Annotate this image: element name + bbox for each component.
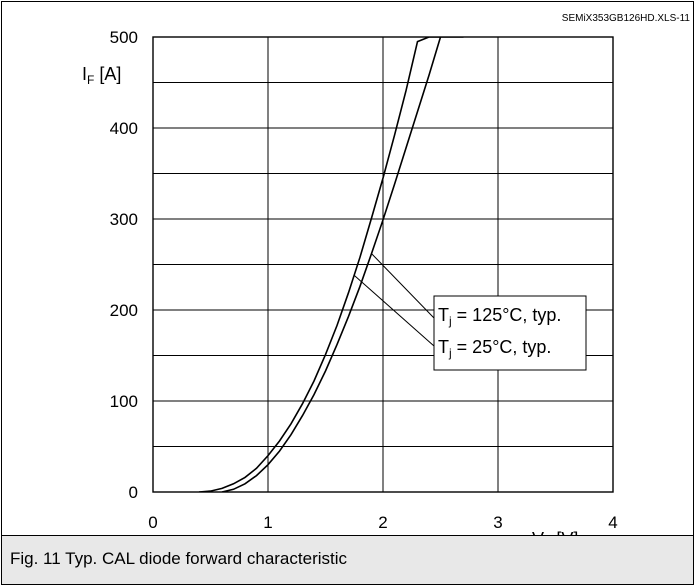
legend: Tj = 125°C, typ.Tj = 25°C, typ. xyxy=(353,253,587,371)
y-tick-label: 200 xyxy=(110,301,138,320)
legend-label-125c: Tj = 125°C, typ. xyxy=(438,305,561,328)
y-tick-label: 300 xyxy=(110,210,138,229)
legend-label-125c-sub: j xyxy=(448,314,452,328)
x-tick-label: 4 xyxy=(608,513,617,532)
y-tick-label: 100 xyxy=(110,392,138,411)
legend-label-25c-sub: j xyxy=(448,346,452,360)
y-axis-label-sub: F xyxy=(87,73,94,87)
x-tick-label: 3 xyxy=(493,513,502,532)
curves xyxy=(198,37,464,492)
y-axis-label-main: I xyxy=(82,64,87,84)
legend-label-25c-rest: = 25°C, typ. xyxy=(452,337,552,357)
series-line-25c xyxy=(198,37,441,492)
legend-box xyxy=(433,295,587,371)
y-axis-label: IF [A] xyxy=(82,64,121,87)
x-tick-label: 0 xyxy=(148,513,157,532)
legend-label-125c-main: T xyxy=(438,305,449,325)
legend-label-25c: Tj = 25°C, typ. xyxy=(438,337,551,360)
y-axis-label-unit: [A] xyxy=(94,64,121,84)
grid xyxy=(153,37,613,492)
y-tick-label: 400 xyxy=(110,119,138,138)
x-tick-label: 2 xyxy=(378,513,387,532)
figure-caption: Fig. 11 Typ. CAL diode forward character… xyxy=(10,549,348,568)
legend-label-125c-rest: = 125°C, typ. xyxy=(452,305,562,325)
y-tick-label: 500 xyxy=(110,28,138,47)
plot-border xyxy=(152,36,614,493)
header-id-text: SEMiX353GB126HD.XLS-11 xyxy=(562,13,691,24)
tick-labels: 0 100 200 300 400 500 0 1 2 3 4 xyxy=(110,28,618,532)
y-tick-label: 0 xyxy=(129,483,138,502)
caption-bar: Fig. 11 Typ. CAL diode forward character… xyxy=(1,535,694,585)
axes xyxy=(152,36,614,493)
leader-line-125c xyxy=(371,253,435,319)
series-line-125c xyxy=(221,37,464,492)
leader-line-25c xyxy=(353,275,435,347)
x-tick-label: 1 xyxy=(263,513,272,532)
legend-label-25c-main: T xyxy=(438,337,449,357)
